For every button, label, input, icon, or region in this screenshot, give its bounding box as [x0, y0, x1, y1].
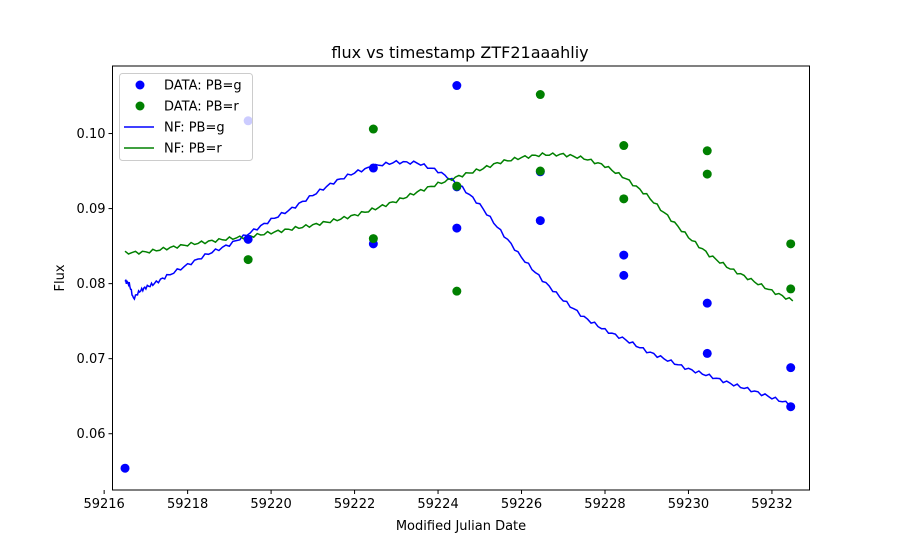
y-axis-ticks: 0.06 0.07 0.08 0.09 0.10 [77, 127, 113, 442]
chart-title: flux vs timestamp ZTF21aaahliy [331, 43, 588, 62]
data-point-r [786, 284, 796, 294]
data-point-g [120, 463, 130, 473]
x-tick-label: 59222 [334, 497, 375, 512]
data-point-g [452, 81, 462, 91]
data-point-r [786, 239, 796, 249]
legend-label: NF: PB=g [164, 121, 225, 136]
data-point-r [702, 169, 712, 179]
data-point-g [619, 250, 629, 260]
legend-marker [135, 80, 145, 90]
data-point-g [452, 223, 462, 233]
data-point-r [243, 255, 253, 265]
x-tick-label: 59230 [668, 497, 709, 512]
data-point-r [535, 166, 545, 176]
data-point-g [786, 402, 796, 412]
y-tick-label: 0.07 [77, 352, 106, 367]
series-line-r [124, 152, 794, 302]
data-point-r [619, 141, 629, 151]
legend-label: DATA: PB=g [164, 79, 242, 94]
plot-frame [112, 65, 810, 491]
x-tick-label: 59216 [83, 497, 124, 512]
y-tick-label: 0.10 [77, 127, 106, 142]
data-point-r [452, 286, 462, 296]
x-tick-label: 59226 [501, 497, 542, 512]
x-tick-label: 59228 [584, 497, 625, 512]
x-tick-label: 59220 [250, 497, 291, 512]
y-axis-label: Flux [53, 264, 68, 291]
x-tick-label: 59232 [751, 497, 792, 512]
data-point-g [786, 363, 796, 373]
data-point-r [702, 146, 712, 156]
y-tick-label: 0.06 [77, 427, 106, 442]
data-point-g [702, 298, 712, 308]
data-point-g [702, 348, 712, 358]
legend-label: DATA: PB=r [164, 100, 239, 115]
x-tick-label: 59224 [417, 497, 458, 512]
x-axis-label: Modified Julian Date [396, 519, 526, 534]
data-point-r [535, 90, 545, 100]
data-point-g [368, 163, 378, 173]
data-point-r [368, 234, 378, 244]
x-tick-label: 59218 [167, 497, 208, 512]
y-tick-label: 0.09 [77, 202, 106, 217]
data-point-g [619, 270, 629, 280]
series-line-g [124, 159, 793, 407]
legend-label: NF: PB=r [164, 142, 222, 157]
plot-series [120, 81, 796, 473]
legend-box [119, 73, 253, 161]
data-point-r [619, 194, 629, 204]
legend: DATA: PB=g DATA: PB=r NF: PB=g NF: PB=r [119, 73, 253, 161]
data-point-g [535, 216, 545, 226]
y-tick-label: 0.08 [77, 277, 106, 292]
data-point-r [452, 181, 462, 191]
data-point-r [368, 124, 378, 134]
x-axis-ticks: 59216 59218 59220 59222 59224 59226 59228 59230… [83, 490, 793, 512]
legend-marker [135, 101, 145, 111]
data-point-g [243, 234, 253, 244]
